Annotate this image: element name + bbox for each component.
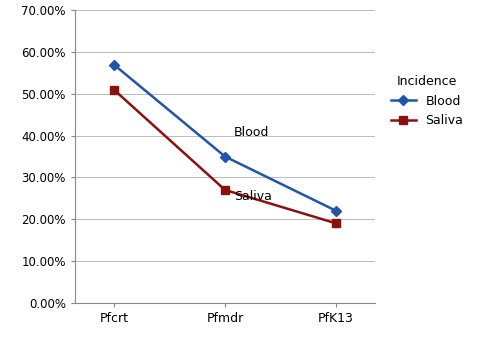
Text: Blood: Blood [234,126,270,139]
Legend: Blood, Saliva: Blood, Saliva [384,69,470,133]
Text: Saliva: Saliva [234,190,272,203]
